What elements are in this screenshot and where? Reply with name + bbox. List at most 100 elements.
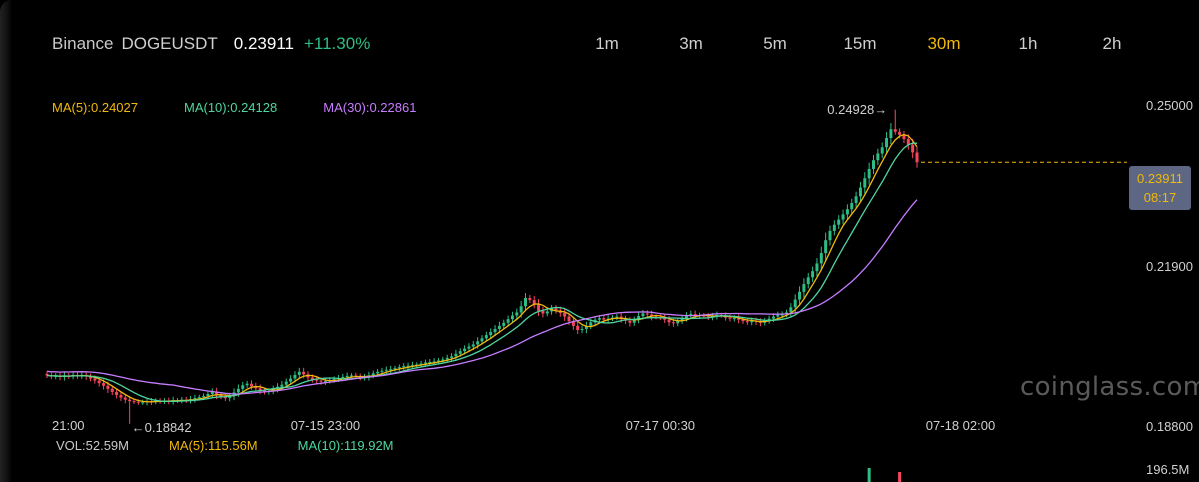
candle-body[interactable]	[380, 370, 384, 372]
candle-body[interactable]	[676, 320, 680, 324]
candle-body[interactable]	[284, 381, 288, 385]
candle-body[interactable]	[197, 397, 201, 399]
candle-body[interactable]	[393, 368, 397, 370]
candle-body[interactable]	[502, 322, 506, 326]
candle-body[interactable]	[828, 230, 832, 241]
candle-body[interactable]	[906, 139, 910, 145]
candle-body[interactable]	[911, 144, 915, 153]
candle-body[interactable]	[332, 379, 336, 381]
candle-body[interactable]	[437, 360, 440, 362]
candle-body[interactable]	[371, 373, 375, 376]
candle-body[interactable]	[750, 320, 754, 323]
candle-body[interactable]	[228, 396, 232, 399]
candle-body[interactable]	[315, 379, 319, 381]
candle-body[interactable]	[841, 214, 845, 220]
candle-body[interactable]	[410, 365, 414, 367]
candle-body[interactable]	[484, 335, 488, 339]
candle-body[interactable]	[576, 325, 580, 330]
candle-body[interactable]	[510, 315, 514, 320]
candle-body[interactable]	[885, 138, 889, 148]
candle-body[interactable]	[319, 380, 323, 382]
candle-body[interactable]	[689, 314, 693, 316]
candle-body[interactable]	[537, 304, 541, 311]
candle-body[interactable]	[258, 388, 262, 391]
candle-body[interactable]	[793, 299, 797, 308]
candle-body[interactable]	[467, 346, 471, 349]
candle-body[interactable]	[671, 322, 675, 324]
candle-body[interactable]	[441, 359, 445, 361]
candle-body[interactable]	[428, 362, 432, 363]
candle-body[interactable]	[506, 319, 510, 323]
interval-1h[interactable]: 1h	[1018, 34, 1038, 53]
interval-3m[interactable]: 3m	[679, 34, 703, 53]
candle-body[interactable]	[597, 318, 601, 320]
candle-body[interactable]	[406, 365, 410, 367]
candle-body[interactable]	[323, 381, 327, 383]
candle-body[interactable]	[732, 318, 736, 320]
candle-body[interactable]	[580, 328, 584, 330]
candle-body[interactable]	[571, 321, 575, 326]
candle-body[interactable]	[802, 284, 806, 292]
candle-body[interactable]	[354, 375, 358, 377]
candle-body[interactable]	[115, 391, 119, 396]
candle-body[interactable]	[245, 383, 249, 386]
candle-body[interactable]	[280, 384, 284, 387]
candle-body[interactable]	[254, 386, 258, 389]
candle-body[interactable]	[471, 344, 475, 347]
interval-1m[interactable]: 1m	[595, 34, 619, 53]
candle-body[interactable]	[567, 316, 571, 322]
candle-body[interactable]	[45, 373, 49, 376]
candle-body[interactable]	[589, 322, 593, 326]
candle-body[interactable]	[293, 374, 297, 379]
candle-body[interactable]	[458, 351, 462, 354]
candle-body[interactable]	[845, 209, 849, 215]
interval-5m[interactable]: 5m	[763, 34, 787, 53]
candle-body[interactable]	[663, 317, 667, 320]
candle-body[interactable]	[302, 371, 306, 375]
candle-body[interactable]	[528, 298, 532, 301]
candle-body[interactable]	[519, 306, 523, 313]
candle-body[interactable]	[545, 311, 549, 314]
candle-body[interactable]	[193, 398, 197, 400]
candle-body[interactable]	[480, 338, 484, 342]
candle-body[interactable]	[93, 378, 97, 381]
candle-body[interactable]	[832, 224, 836, 231]
candle-body[interactable]	[493, 328, 497, 333]
candle-body[interactable]	[489, 332, 493, 336]
candle-body[interactable]	[876, 153, 880, 161]
candle-body[interactable]	[702, 315, 706, 317]
candle-body[interactable]	[815, 263, 819, 272]
candle-body[interactable]	[532, 300, 536, 305]
candle-body[interactable]	[515, 312, 519, 316]
candle-body[interactable]	[554, 308, 558, 311]
candle-body[interactable]	[867, 168, 871, 179]
candle-body[interactable]	[915, 152, 919, 163]
candle-body[interactable]	[811, 271, 815, 278]
symbol-name[interactable]: DOGEUSDT	[121, 34, 218, 53]
candle-body[interactable]	[345, 375, 349, 377]
candle-body[interactable]	[219, 395, 223, 397]
candle-body[interactable]	[602, 318, 606, 320]
candle-body[interactable]	[241, 385, 245, 389]
candle-body[interactable]	[872, 160, 875, 169]
candle-body[interactable]	[310, 377, 314, 380]
candle-body[interactable]	[541, 310, 545, 314]
candle-body[interactable]	[863, 178, 867, 188]
candle-body[interactable]	[223, 396, 227, 399]
candle-body[interactable]	[641, 313, 645, 317]
candle-body[interactable]	[615, 316, 619, 318]
candle-body[interactable]	[798, 291, 802, 300]
candle-body[interactable]	[850, 203, 854, 210]
candle-body[interactable]	[210, 391, 214, 394]
candle-body[interactable]	[463, 348, 467, 352]
candle-body[interactable]	[206, 394, 210, 397]
candle-body[interactable]	[893, 129, 897, 132]
candle-body[interactable]	[236, 388, 240, 393]
candle-body[interactable]	[645, 313, 649, 315]
candle-body[interactable]	[789, 307, 793, 313]
candle-body[interactable]	[419, 363, 423, 365]
candle-body[interactable]	[136, 401, 140, 403]
candle-body[interactable]	[737, 318, 741, 320]
candle-body[interactable]	[402, 366, 406, 368]
